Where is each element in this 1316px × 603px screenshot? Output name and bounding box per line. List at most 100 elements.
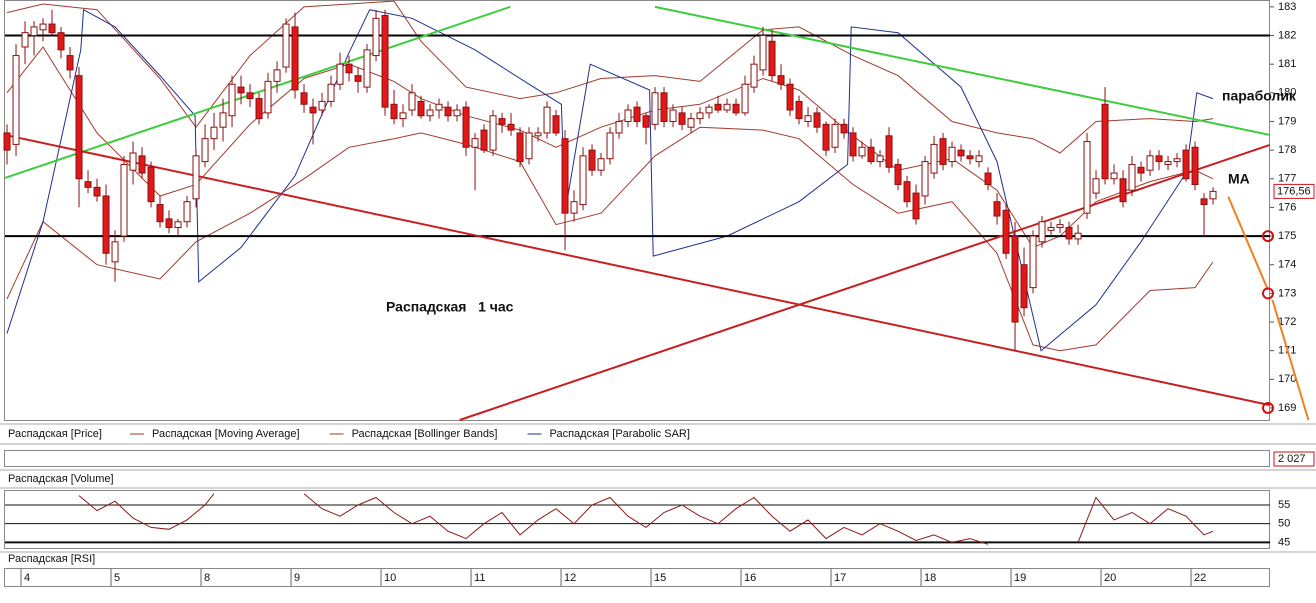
- candle-body: [363, 49, 371, 88]
- y-tick-label: 174: [1278, 259, 1296, 271]
- candle-body: [543, 106, 551, 134]
- candle-body: [1020, 264, 1028, 309]
- target-marker: [1262, 287, 1274, 300]
- trendline: [1271, 299, 1310, 421]
- candle-body: [39, 23, 47, 31]
- bollinger-upper: [6, 0, 1214, 154]
- x-tick-label: 20: [1104, 572, 1116, 584]
- candle-body: [885, 135, 893, 168]
- candle-body: [759, 35, 767, 71]
- last-price-box: [1273, 183, 1315, 199]
- x-tick-label: 17: [834, 572, 846, 584]
- candle-body: [291, 26, 299, 91]
- candle-body: [1128, 163, 1136, 191]
- x-tick-label: 10: [384, 572, 396, 584]
- trendline: [4, 133, 1270, 407]
- candle-body: [786, 83, 794, 111]
- candle-body: [894, 163, 902, 186]
- legend-label: Распадская [Parabolic SAR]: [550, 428, 690, 440]
- candle-body: [930, 143, 938, 174]
- candle-body: [516, 132, 524, 163]
- candle-body: [273, 69, 281, 82]
- x-tick-label: 5: [114, 572, 120, 584]
- volume-title: Распадская [Volume]: [8, 473, 114, 485]
- candle-body: [174, 221, 182, 228]
- candle-body: [228, 83, 236, 117]
- candle-body: [1155, 155, 1163, 163]
- candle-body: [984, 172, 992, 186]
- candle-body: [849, 132, 857, 157]
- candle-body: [327, 83, 335, 102]
- y-tick-label: 177: [1278, 173, 1296, 185]
- candle-body: [264, 80, 272, 114]
- candle-body: [525, 132, 533, 160]
- candle-body: [381, 14, 389, 108]
- candle-body: [858, 146, 866, 157]
- candle-body: [957, 149, 965, 157]
- candle-body: [282, 23, 290, 68]
- bollinger-lower: [6, 126, 1214, 352]
- candle-body: [714, 103, 722, 111]
- candle-body: [246, 92, 254, 100]
- candle-body: [507, 123, 515, 131]
- candle-body: [822, 123, 830, 151]
- target-marker: [1262, 230, 1274, 243]
- candle-body: [345, 63, 353, 74]
- candle-body: [21, 32, 29, 48]
- candle-body: [975, 155, 983, 163]
- candle-body: [669, 109, 677, 122]
- candle-body: [453, 109, 461, 117]
- candle-body: [444, 106, 452, 117]
- candle-body: [1029, 235, 1037, 289]
- candle-body: [318, 100, 326, 111]
- candle-body: [624, 109, 632, 122]
- legend-label: Распадская [Moving Average]: [152, 428, 300, 440]
- y-tick-label: 175: [1278, 230, 1296, 242]
- candle-body: [309, 106, 317, 114]
- y-tick-label: 172: [1278, 316, 1296, 328]
- candle-body: [921, 161, 929, 197]
- candle-body: [966, 155, 974, 160]
- candle-body: [867, 146, 875, 163]
- candle-body: [1164, 161, 1172, 165]
- candle-body: [489, 115, 497, 151]
- candle-body: [723, 103, 731, 111]
- candle-body: [210, 126, 218, 140]
- candle-body: [606, 132, 614, 160]
- candle-body: [219, 112, 227, 128]
- candle-body: [660, 92, 668, 122]
- candle-body: [1200, 198, 1208, 206]
- candle-body: [192, 155, 200, 200]
- x-tick-label: 18: [924, 572, 936, 584]
- candle-body: [336, 63, 344, 85]
- candle-body: [498, 118, 506, 125]
- candle-body: [1173, 158, 1181, 163]
- candle-body: [552, 115, 560, 134]
- candle-body: [165, 218, 173, 228]
- candle-body: [372, 17, 380, 57]
- candle-body: [777, 75, 785, 85]
- y-tick-label: 169: [1278, 402, 1296, 414]
- candle-body: [12, 55, 20, 145]
- x-tick-label: 16: [744, 572, 756, 584]
- candle-body: [732, 103, 740, 114]
- candle-body: [3, 132, 11, 151]
- candle-body: [480, 129, 488, 151]
- candle-body: [1047, 226, 1055, 231]
- rsi-line: [78, 493, 1214, 545]
- candle-body: [426, 109, 434, 117]
- x-tick-label: 11: [474, 572, 485, 584]
- candle-body: [876, 155, 884, 163]
- candle-body: [1011, 235, 1019, 323]
- candle-body: [1209, 190, 1217, 200]
- candle-body: [741, 83, 749, 114]
- candle-body: [129, 152, 137, 171]
- candle-body: [399, 112, 407, 120]
- candle-body: [1137, 166, 1145, 174]
- x-tick-label: 4: [24, 572, 30, 584]
- candle-body: [687, 118, 695, 128]
- x-tick-label: 9: [294, 572, 300, 584]
- candle-body: [93, 186, 101, 197]
- y-tick-label: 179: [1278, 115, 1296, 127]
